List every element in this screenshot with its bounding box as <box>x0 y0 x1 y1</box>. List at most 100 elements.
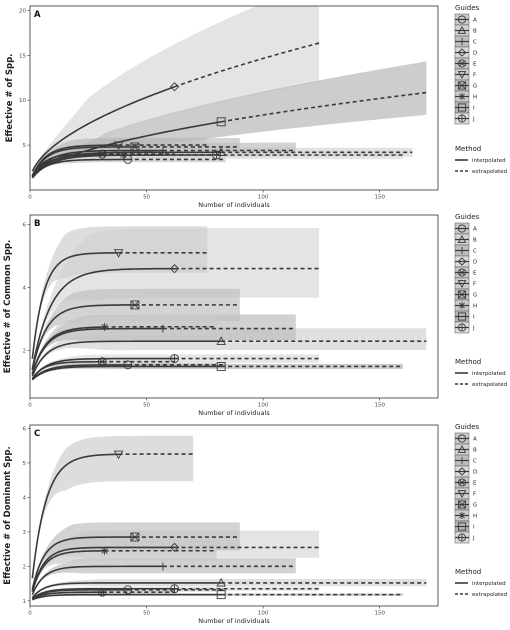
panel-label: B <box>34 219 40 229</box>
legend-key-d <box>454 46 470 59</box>
legend-key-c <box>454 35 470 48</box>
series-line-d-interpolated <box>31 267 175 370</box>
legend-label: H <box>473 95 477 101</box>
y-axis-title: Effective # of Common Spp. <box>3 240 13 373</box>
panel-a: A 0 50 100 150 5 10 15 20 Number of individuals Ef… <box>5 5 439 209</box>
legend-label: C <box>473 249 477 255</box>
confidence-band-a <box>32 156 226 178</box>
legend-label: C <box>473 40 477 46</box>
legend-label: D <box>473 51 477 57</box>
series-line-d-interpolated <box>31 86 175 172</box>
legend-key-e <box>454 476 470 489</box>
legend-symbol-a <box>457 224 467 233</box>
legend-key-g <box>454 288 470 301</box>
plot-area <box>31 226 427 381</box>
legend-symbol-h <box>458 301 466 310</box>
series-line-c-interpolated <box>31 565 163 595</box>
legend-key-f <box>454 68 470 81</box>
point-f <box>113 249 124 258</box>
method-legend: Method interpolated extrapolated <box>455 568 507 598</box>
y-tick-label: 15 <box>19 53 26 59</box>
legend-symbol-d <box>457 467 467 476</box>
confidence-band-d <box>32 6 320 172</box>
legend-label: J <box>472 117 475 123</box>
legend-key-e <box>454 266 470 279</box>
legend-label: B <box>473 448 477 454</box>
legend-label: I <box>473 106 475 112</box>
legend-symbol-c <box>458 246 466 255</box>
legend-symbol-g <box>457 290 467 299</box>
series-line-g-interpolated <box>31 536 135 590</box>
legend-key-d <box>454 465 470 478</box>
y-tick-label: 5 <box>23 461 27 467</box>
guides-legend-title: Guides <box>455 423 480 431</box>
x-tick-label: 0 <box>28 195 32 201</box>
legend-label: F <box>473 282 476 288</box>
legend-key-g <box>454 79 470 92</box>
legend-label: G <box>473 293 477 299</box>
legend-symbol-h <box>458 92 466 101</box>
point-b <box>216 577 226 587</box>
legend-symbol-d <box>457 257 467 266</box>
legend-symbol-h <box>458 511 466 520</box>
series-line-b-interpolated <box>31 340 222 377</box>
plot-area <box>31 6 427 179</box>
legend-key-i <box>454 520 470 533</box>
point-g <box>130 142 140 152</box>
legend-label: extrapolated <box>472 592 507 598</box>
legend-symbol-f <box>457 71 467 80</box>
plot-area <box>31 435 427 601</box>
legends: GuidesABCDEFGHIJGuidesABCDEFGHIJGuidesAB… <box>454 4 507 598</box>
series-line-d-interpolated <box>31 546 175 592</box>
legend-symbol-f <box>457 490 467 499</box>
series-line-a-interpolated <box>31 364 128 381</box>
point-d <box>169 264 180 274</box>
y-tick-label: 1 <box>23 599 27 605</box>
legend-label: extrapolated <box>472 382 507 388</box>
legend-symbol-e <box>457 268 467 277</box>
legend-key-f <box>454 277 470 290</box>
series-line-f-interpolated <box>31 252 119 359</box>
series-line-e-interpolated <box>31 591 103 600</box>
legend-symbol-j <box>457 533 467 542</box>
legend-label: extrapolated <box>472 169 507 175</box>
series-line-i-interpolated <box>31 365 222 381</box>
legend-label: interpolated <box>472 371 506 377</box>
point-a <box>123 585 133 595</box>
legend-label: A <box>473 437 477 443</box>
legend-symbol-e <box>457 59 467 68</box>
y-axis-title: Effective # of Dominant Spp. <box>3 446 13 584</box>
legend-key-b <box>454 443 470 456</box>
legend-key-b <box>454 233 470 246</box>
x-tick-label: 100 <box>258 195 269 201</box>
y-axis-title: Effective # of Spp. <box>5 54 15 143</box>
point-e <box>97 357 107 367</box>
legend-key-h <box>454 509 470 522</box>
point-h <box>100 323 109 332</box>
legend-label: E <box>473 481 477 487</box>
panel-border <box>29 424 439 607</box>
legend-label: E <box>473 271 477 277</box>
x-tick-label: 0 <box>28 611 32 617</box>
point-f <box>113 450 124 460</box>
confidence-band-g <box>32 522 240 591</box>
point-d <box>169 82 180 92</box>
series-line-b-interpolated <box>31 582 222 599</box>
legend-key-e <box>454 57 470 70</box>
method-legend-title: Method <box>455 145 481 153</box>
legend-label: C <box>473 459 477 465</box>
y-tick-label: 2 <box>23 349 27 355</box>
panel-border <box>29 214 439 399</box>
legend-label: interpolated <box>472 581 506 587</box>
y-tick-label: 6 <box>23 426 27 432</box>
point-g <box>130 532 140 542</box>
x-tick-label: 0 <box>28 403 32 409</box>
legend-symbol-a <box>457 15 467 24</box>
series-line-c-interpolated <box>31 327 163 375</box>
legend-key-a <box>454 222 470 235</box>
y-tick-label: 10 <box>19 98 26 104</box>
point-j <box>170 584 179 594</box>
